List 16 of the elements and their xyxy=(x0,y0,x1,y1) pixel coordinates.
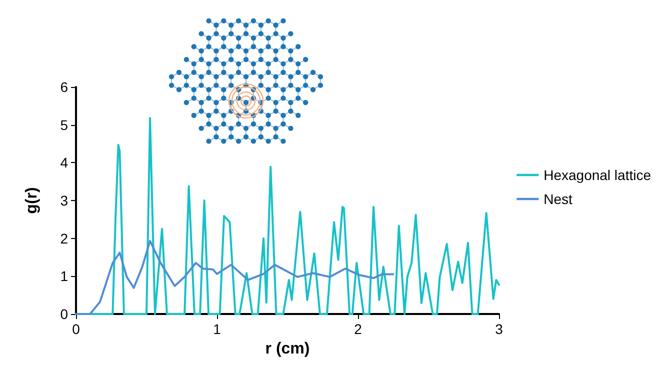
x-tick-label: 1 xyxy=(213,321,222,337)
legend-label: Hexagonal lattice xyxy=(544,167,652,183)
line-series xyxy=(75,240,394,315)
y-tick-label: 6 xyxy=(60,79,68,95)
y-tick-label: 1 xyxy=(60,268,68,284)
legend-label: Nest xyxy=(544,191,572,207)
y-tick-label: 3 xyxy=(60,192,68,208)
y-tick-label: 5 xyxy=(60,116,68,133)
y-tick-label: 2 xyxy=(60,230,68,246)
y-tick-label: 4 xyxy=(60,154,68,171)
x-tick-label: 0 xyxy=(72,321,80,337)
y-tick-label: 0 xyxy=(60,306,68,322)
x-axis-title: r (cm) xyxy=(265,340,310,358)
x-tick-label: 2 xyxy=(354,321,362,337)
y-axis-title: g(r) xyxy=(24,187,40,214)
x-tick-label: 3 xyxy=(495,321,504,337)
